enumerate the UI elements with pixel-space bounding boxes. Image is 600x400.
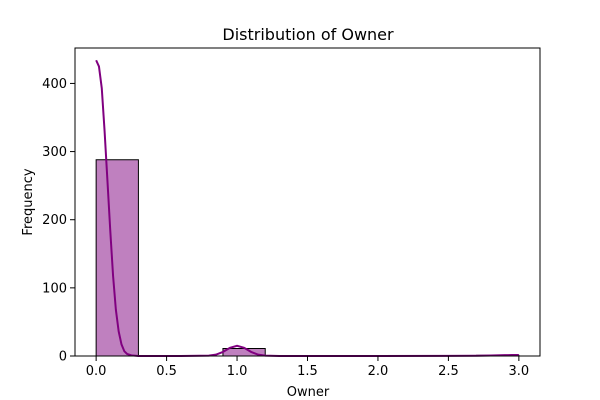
- x-tick-label: 0.5: [156, 364, 177, 379]
- x-tick-label: 2.0: [368, 364, 389, 379]
- y-tick-label: 400: [42, 77, 67, 92]
- x-tick-label: 1.5: [297, 364, 318, 379]
- x-tick-label: 0.0: [86, 364, 107, 379]
- y-tick-label: 0: [59, 350, 67, 365]
- y-tick-label: 200: [42, 213, 67, 228]
- x-axis-label: Owner: [287, 385, 330, 400]
- chart-title: Distribution of Owner: [222, 25, 394, 44]
- x-tick-label: 1.0: [227, 364, 248, 379]
- y-tick-label: 300: [42, 145, 67, 160]
- x-axis-ticks: 0.0 0.5 1.0 1.5 2.0 2.5 3.0: [86, 356, 529, 379]
- y-tick-label: 100: [42, 281, 67, 296]
- x-tick-label: 2.5: [438, 364, 459, 379]
- x-tick-label: 3.0: [509, 364, 530, 379]
- y-axis-label: Frequency: [21, 168, 36, 235]
- y-axis-ticks: 0 100 200 300 400: [42, 77, 75, 365]
